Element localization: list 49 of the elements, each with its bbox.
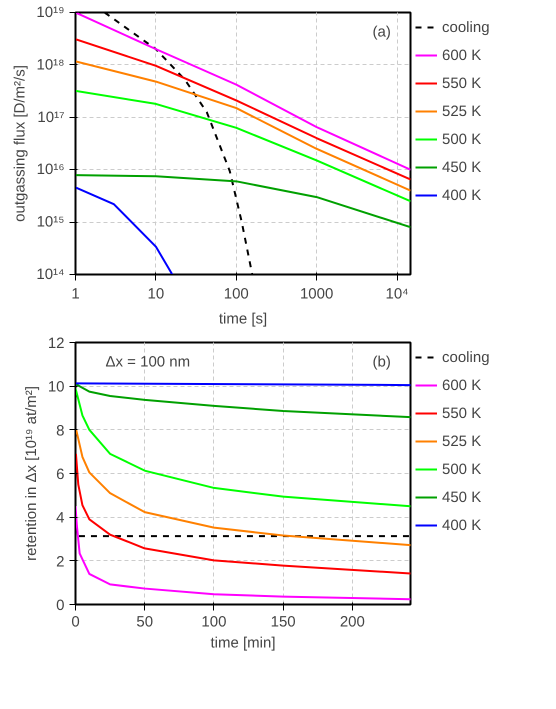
y-tick-label: 8 [56, 422, 64, 440]
x-tick-label: 150 [270, 614, 296, 630]
x-tick-label: 1000 [300, 286, 334, 302]
y-tick-label: 2 [56, 553, 64, 570]
legend-label: 600 K [442, 46, 482, 64]
y-tick-label: 10¹⁵ [36, 214, 65, 231]
y-tick-label: 10¹⁹ [36, 4, 65, 21]
annotation: Δx = 100 nm [106, 354, 190, 370]
x-tick-label: 10⁴ [385, 286, 409, 302]
annotation: (a) [372, 24, 391, 40]
y-tick-label: 10¹⁸ [36, 56, 65, 74]
x-tick-label: 0 [71, 614, 80, 630]
y-tick-label: 10¹⁴ [36, 266, 64, 283]
x-axis-title: time [s] [218, 310, 268, 328]
legend-label: 400 K [442, 516, 482, 534]
x-tick-label: 10 [148, 286, 164, 302]
x-tick-label: 50 [136, 614, 154, 630]
line-series [76, 387, 410, 508]
y-tick-label: 10 [48, 378, 65, 396]
y-tick-label: 10¹⁶ [36, 161, 65, 178]
x-tick-label: 100 [224, 286, 249, 302]
legend-label: 500 K [442, 460, 482, 478]
x-tick-label: 200 [340, 614, 365, 630]
line-series [76, 382, 410, 418]
legend-label: 550 K [442, 404, 482, 422]
legend-label: 525 K [442, 432, 482, 450]
legend-label: 450 K [442, 158, 482, 176]
legend-label: cooling [442, 348, 490, 366]
x-tick-label: 100 [201, 614, 226, 630]
legend-label: 500 K [442, 130, 482, 148]
y-axis-title: retention in Δx [10¹⁹ at/m²] [22, 386, 40, 561]
legend-label: 450 K [442, 488, 482, 506]
y-tick-label: 6 [56, 466, 64, 483]
x-axis-title: time [min] [210, 634, 276, 652]
legend-label: cooling [442, 18, 490, 36]
legend-label: 400 K [442, 186, 482, 204]
y-tick-label: 12 [48, 335, 65, 352]
y-tick-label: 10¹⁷ [37, 108, 64, 126]
y-tick-label: 4 [56, 510, 64, 527]
legend-label: 550 K [442, 74, 482, 92]
line-series [76, 452, 410, 574]
legend-label: 600 K [442, 376, 482, 394]
line-series [76, 505, 410, 600]
annotation: (b) [372, 354, 391, 370]
x-tick-label: 1 [71, 286, 80, 302]
line-series [76, 428, 410, 546]
y-tick-label: 0 [56, 597, 64, 614]
legend-label: 525 K [442, 102, 482, 120]
y-axis-title: outgassing flux [D/m²/s] [11, 65, 28, 222]
